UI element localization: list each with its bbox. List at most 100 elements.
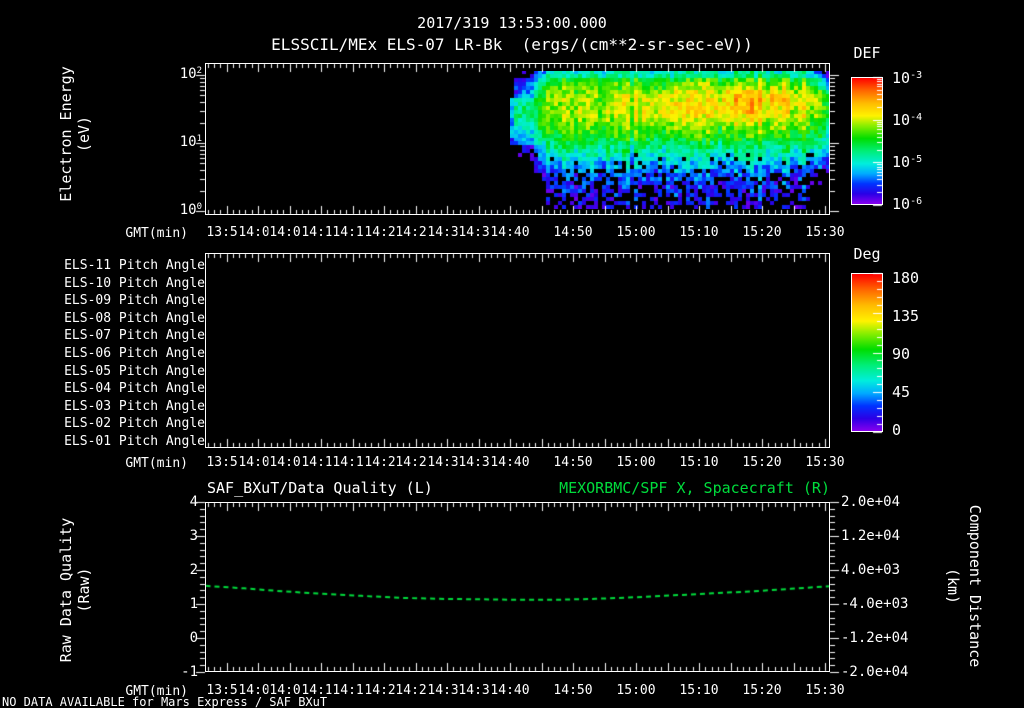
time-tick-label: 15:30 xyxy=(804,225,846,240)
quality-panel-title-right: MEXORBMC/SPF X, Spacecraft (R) xyxy=(559,479,830,497)
time-tick-label: 14:15 xyxy=(331,225,373,240)
time-tick-label: 14:25 xyxy=(394,455,436,470)
time-tick-label: 14:35 xyxy=(457,683,499,698)
pitch-row-label: ELS-02 Pitch Angle xyxy=(64,416,205,432)
pitch-row-label: ELS-11 Pitch Angle xyxy=(64,258,205,273)
pitch-colorbar-tick-label: 45 xyxy=(892,383,911,401)
distance-tick-label: 4.0e+03 xyxy=(841,562,901,578)
pitch-row-label: ELS-09 Pitch Angle xyxy=(64,293,205,309)
time-tick-label: 14:35 xyxy=(457,225,499,240)
quality-tick-label: 3 xyxy=(189,528,198,544)
energy-axis-label: Electron Energy xyxy=(57,66,75,202)
time-tick-label: 14:50 xyxy=(552,455,594,470)
time-tick-label: 14:50 xyxy=(552,683,594,698)
flux-colorbar-tick-label-exp: -4 xyxy=(910,112,923,123)
time-tick-label: 14:30 xyxy=(426,455,468,470)
time-tick-label: 14:40 xyxy=(489,225,531,240)
time-tick-label: 14:50 xyxy=(552,225,594,240)
distance-tick-label: 2.0e+04 xyxy=(841,494,901,510)
distance-axis-units: (km) xyxy=(944,567,962,605)
time-tick-label: 13:55 xyxy=(205,225,247,240)
energy-tick-label-base: 10 xyxy=(179,134,197,150)
flux-colorbar-tick-label: 10-3 xyxy=(892,69,922,87)
time-tick-label: 14:05 xyxy=(268,225,310,240)
distance-tick-label: -1.2e+04 xyxy=(841,630,909,646)
time-tick-label: 14:00 xyxy=(237,683,279,698)
time-tick-label: 15:20 xyxy=(741,225,783,240)
no-data-note: NO DATA AVAILABLE for Mars Express / SAF… xyxy=(2,695,328,708)
time-tick-label: 14:30 xyxy=(426,683,468,698)
time-tick-label: 14:15 xyxy=(331,455,373,470)
pitch-row-label: ELS-07 Pitch Angle xyxy=(64,328,205,344)
time-tick-label: 14:20 xyxy=(363,225,405,240)
time-tick-label: 14:20 xyxy=(363,683,405,698)
quality-tick-label: -1 xyxy=(181,664,198,680)
pitch-row-label: ELS-01 Pitch Angle xyxy=(64,434,205,449)
pitch-colorbar-tick-label: 0 xyxy=(892,421,902,439)
time-tick-label: 14:35 xyxy=(457,455,499,470)
pitch-colorbar-tick-label: 90 xyxy=(892,345,911,363)
electron-energy-panel xyxy=(205,63,830,215)
time-tick-label: 14:00 xyxy=(237,225,279,240)
flux-colorbar xyxy=(851,77,883,205)
pitch-colorbar-title: Deg xyxy=(853,245,881,263)
energy-tick-label-exp: 2 xyxy=(196,66,202,76)
flux-colorbar-tick-label: 10-6 xyxy=(892,195,922,213)
flux-colorbar-tick-label: 10-4 xyxy=(892,111,922,129)
energy-tick-label-base: 10 xyxy=(179,202,197,218)
time-tick-label: 14:15 xyxy=(331,683,373,698)
flux-colorbar-tick-label-exp: -6 xyxy=(910,196,923,207)
pitch-colorbar xyxy=(851,273,883,432)
flux-colorbar-tick-label-base: 10 xyxy=(892,111,911,129)
quality-tick-label: 2 xyxy=(189,562,198,578)
time-tick-label: 15:00 xyxy=(615,455,657,470)
quality-panel-title-left: SAF_BXuT/Data Quality (L) xyxy=(207,479,433,497)
pitch-row-label: ELS-10 Pitch Angle xyxy=(64,275,205,291)
time-tick-label: 15:10 xyxy=(678,683,720,698)
time-tick-label: 13:55 xyxy=(205,683,247,698)
quality-tick-label: 0 xyxy=(189,630,198,646)
gmt-axis-label-1: GMT(min) xyxy=(125,226,188,241)
distance-tick-label: 1.2e+04 xyxy=(841,528,901,544)
flux-colorbar-tick-label: 10-5 xyxy=(892,153,922,171)
time-tick-label: 15:30 xyxy=(804,683,846,698)
time-tick-label: 14:10 xyxy=(300,225,342,240)
time-tick-label: 15:20 xyxy=(741,683,783,698)
energy-axis-units: (eV) xyxy=(75,115,93,153)
time-tick-label: 14:00 xyxy=(237,455,279,470)
flux-colorbar-tick-label-exp: -3 xyxy=(910,70,923,81)
time-tick-label: 15:00 xyxy=(615,225,657,240)
distance-axis-label: Component Distance xyxy=(966,504,984,668)
energy-tick-label: 101 xyxy=(156,134,202,150)
distance-tick-label: -2.0e+04 xyxy=(841,664,909,680)
time-tick-label: 14:10 xyxy=(300,455,342,470)
energy-tick-label: 100 xyxy=(156,202,202,218)
pitch-row-label: ELS-05 Pitch Angle xyxy=(64,363,205,379)
pitch-angle-panel xyxy=(205,253,830,448)
time-tick-label: 15:30 xyxy=(804,455,846,470)
energy-tick-label: 102 xyxy=(156,66,202,82)
plot-timestamp-title: 2017/319 13:53:00.000 xyxy=(417,14,607,32)
time-tick-label: 14:40 xyxy=(489,455,531,470)
quality-tick-label: 1 xyxy=(189,596,198,612)
flux-colorbar-title: DEF xyxy=(853,44,881,62)
time-tick-label: 14:40 xyxy=(489,683,531,698)
flux-colorbar-tick-label-base: 10 xyxy=(892,195,911,213)
pitch-row-label: ELS-04 Pitch Angle xyxy=(64,381,205,397)
quality-tick-label: 4 xyxy=(189,494,198,510)
energy-tick-label-exp: 0 xyxy=(196,202,202,212)
gmt-axis-label-2: GMT(min) xyxy=(125,456,188,471)
distance-tick-label: -4.0e+03 xyxy=(841,596,909,612)
time-tick-label: 13:55 xyxy=(205,455,247,470)
time-tick-label: 14:30 xyxy=(426,225,468,240)
time-tick-label: 15:10 xyxy=(678,455,720,470)
time-tick-label: 14:10 xyxy=(300,683,342,698)
time-tick-label: 14:05 xyxy=(268,455,310,470)
pitch-row-label: ELS-03 Pitch Angle xyxy=(64,398,205,414)
time-tick-label: 14:05 xyxy=(268,683,310,698)
energy-tick-label-exp: 1 xyxy=(196,134,202,144)
flux-colorbar-tick-label-base: 10 xyxy=(892,153,911,171)
time-tick-label: 14:20 xyxy=(363,455,405,470)
pitch-colorbar-tick-label: 180 xyxy=(892,269,920,287)
